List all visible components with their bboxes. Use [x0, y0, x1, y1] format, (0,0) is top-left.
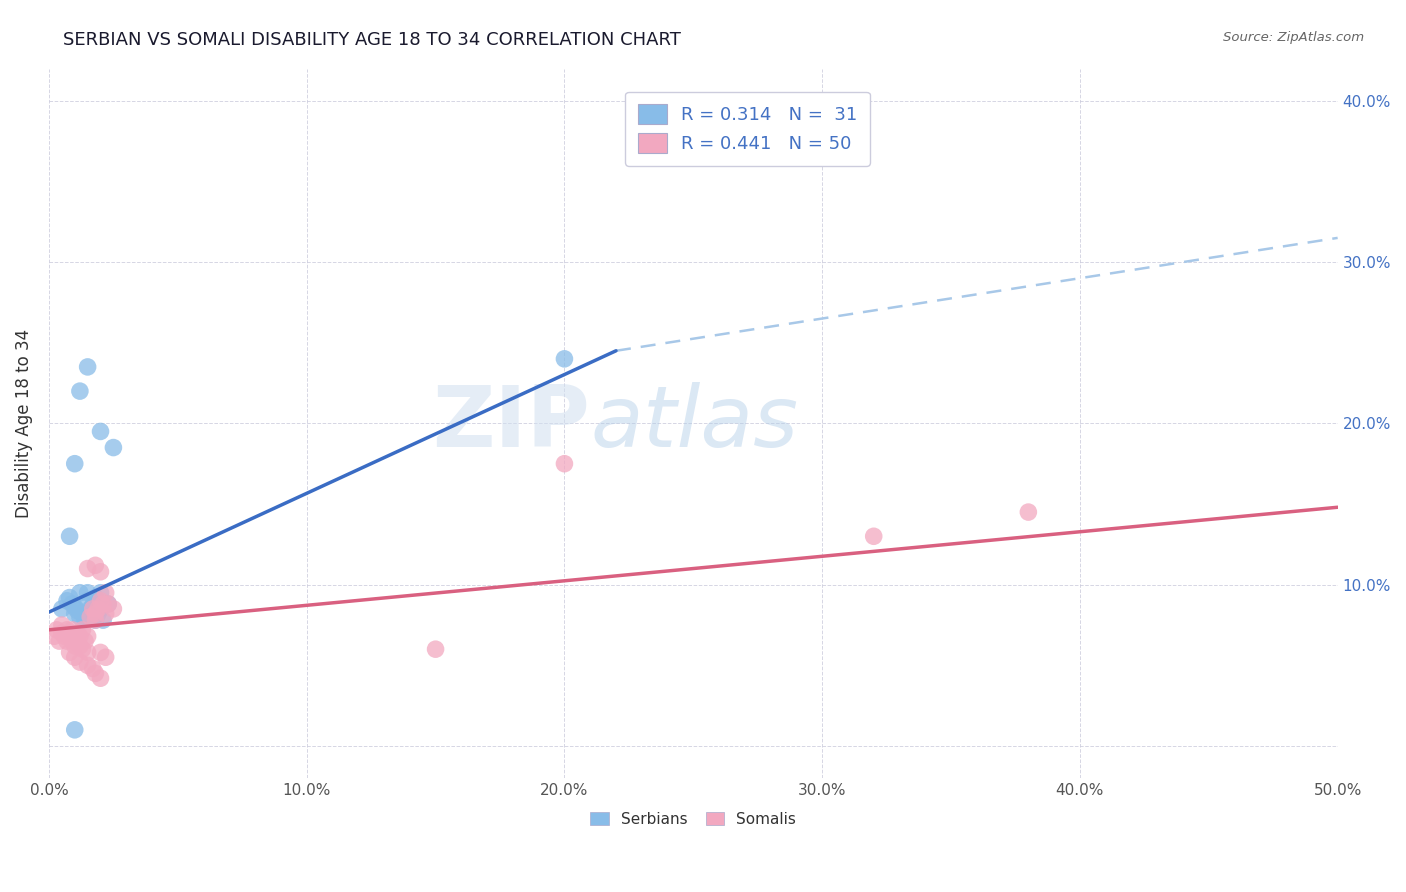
Point: [76, 359, 98, 374]
Point: [94, 607, 117, 621]
Point: [66, 603, 89, 617]
Point: [103, 441, 125, 455]
Point: [63, 723, 86, 737]
Point: [425, 642, 447, 657]
Point: [97, 597, 120, 611]
Point: [56, 623, 79, 637]
Point: [73, 613, 96, 627]
Point: [60, 634, 83, 648]
Point: [73, 634, 96, 648]
Point: [63, 629, 86, 643]
Point: [63, 607, 86, 621]
Point: [94, 585, 117, 599]
Point: [72, 607, 94, 621]
Point: [862, 529, 884, 543]
Point: [53, 629, 76, 643]
Point: [84, 613, 107, 627]
Point: [76, 658, 98, 673]
Point: [63, 457, 86, 471]
Point: [76, 561, 98, 575]
Text: Source: ZipAtlas.com: Source: ZipAtlas.com: [1223, 31, 1364, 45]
Text: SERBIAN VS SOMALI DISABILITY AGE 18 TO 34 CORRELATION CHART: SERBIAN VS SOMALI DISABILITY AGE 18 TO 3…: [63, 31, 681, 49]
Point: [91, 613, 114, 627]
Point: [89, 602, 111, 616]
Point: [48, 634, 70, 648]
Point: [91, 597, 114, 611]
Point: [58, 529, 80, 543]
Point: [72, 642, 94, 657]
Point: [84, 666, 107, 681]
Point: [76, 629, 98, 643]
Point: [60, 623, 83, 637]
Point: [58, 645, 80, 659]
Point: [69, 610, 91, 624]
Point: [84, 613, 107, 627]
Point: [76, 645, 98, 659]
Point: [87, 602, 110, 616]
Point: [89, 565, 111, 579]
Point: [51, 602, 73, 616]
Point: [60, 597, 83, 611]
Point: [79, 610, 101, 624]
Text: atlas: atlas: [591, 382, 799, 465]
Point: [66, 626, 89, 640]
Point: [69, 629, 91, 643]
Point: [51, 626, 73, 640]
Point: [84, 591, 107, 605]
Y-axis label: Disability Age 18 to 34: Disability Age 18 to 34: [15, 329, 32, 518]
Point: [1017, 505, 1039, 519]
Point: [63, 600, 86, 615]
Point: [56, 594, 79, 608]
Point: [84, 607, 107, 621]
Point: [89, 594, 111, 608]
Point: [56, 634, 79, 648]
Point: [76, 585, 98, 599]
Point: [89, 645, 111, 659]
Point: [94, 650, 117, 665]
Point: [97, 597, 120, 611]
Text: ZIP: ZIP: [433, 382, 591, 465]
Point: [87, 607, 110, 621]
Point: [58, 629, 80, 643]
Point: [82, 599, 104, 613]
Point: [63, 650, 86, 665]
Legend: Serbians, Somalis: Serbians, Somalis: [582, 804, 804, 834]
Point: [89, 585, 111, 599]
Point: [69, 384, 91, 398]
Point: [89, 425, 111, 439]
Point: [63, 639, 86, 653]
Point: [89, 671, 111, 685]
Point: [103, 602, 125, 616]
Point: [45, 623, 67, 637]
Point: [84, 558, 107, 573]
Point: [553, 457, 575, 471]
Point: [66, 634, 89, 648]
Point: [553, 351, 575, 366]
Point: [82, 602, 104, 616]
Point: [42, 629, 65, 643]
Point: [79, 610, 101, 624]
Point: [58, 591, 80, 605]
Point: [72, 623, 94, 637]
Point: [51, 618, 73, 632]
Point: [76, 594, 98, 608]
Point: [69, 639, 91, 653]
Point: [69, 655, 91, 669]
Point: [79, 602, 101, 616]
Point: [82, 661, 104, 675]
Point: [69, 585, 91, 599]
Point: [58, 626, 80, 640]
